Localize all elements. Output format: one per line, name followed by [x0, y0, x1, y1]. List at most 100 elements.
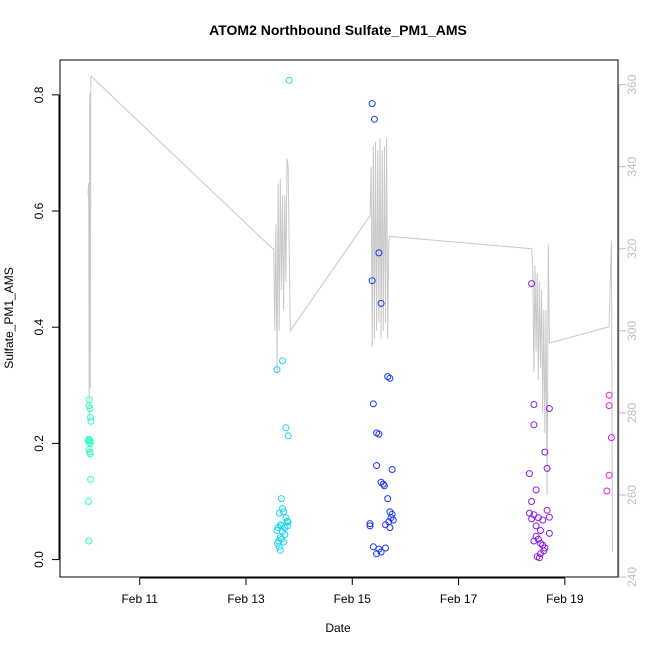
- data-point-series-3: [368, 100, 376, 108]
- y2-tick-label: 280: [625, 403, 639, 423]
- data-point-series-1: [86, 413, 94, 421]
- data-point-series-4: [545, 529, 553, 537]
- y-axis-label: Sulfate_PM1_AMS: [2, 267, 16, 368]
- data-point-series-4: [528, 280, 536, 288]
- y2-tick-label: 360: [625, 74, 639, 94]
- data-point-series-3: [370, 115, 378, 123]
- data-point-series-4: [545, 405, 553, 412]
- data-point-series-5: [607, 434, 615, 442]
- data-point-series-3: [369, 400, 377, 408]
- data-point-series-2: [277, 495, 285, 503]
- data-point-series-4: [535, 554, 543, 562]
- data-point-series-2: [276, 546, 284, 554]
- data-point-series-5: [605, 402, 613, 410]
- data-point-series-2: [285, 76, 293, 84]
- line-layer: [87, 75, 613, 553]
- data-point-series-2: [279, 357, 286, 365]
- data-point-series-2: [280, 508, 288, 516]
- data-point-series-4: [539, 516, 547, 524]
- data-point-series-2: [284, 522, 291, 530]
- data-point-series-3: [373, 550, 381, 558]
- data-point-series-2: [275, 509, 283, 517]
- y2-tick-label: 320: [625, 238, 639, 258]
- data-point-series-1: [87, 475, 95, 483]
- data-point-series-3: [388, 466, 396, 473]
- data-point-series-4: [537, 527, 544, 534]
- data-point-series-2: [280, 538, 288, 546]
- data-point-series-1: [86, 450, 94, 458]
- x-axis-label: Date: [325, 621, 351, 635]
- data-point-series-3: [386, 374, 394, 382]
- data-point-series-3: [384, 373, 392, 381]
- y-tick-label: 0.6: [32, 202, 46, 219]
- plot-frame: [59, 59, 619, 578]
- data-point-series-3: [384, 495, 392, 503]
- data-point-series-5: [603, 487, 611, 495]
- data-point-series-2: [276, 534, 284, 541]
- data-point-series-4: [530, 401, 538, 408]
- data-point-series-4: [541, 448, 549, 456]
- data-point-series-4: [528, 515, 536, 523]
- data-point-series-2: [282, 424, 290, 432]
- data-point-series-4: [525, 470, 533, 478]
- data-point-series-4: [543, 506, 551, 514]
- data-point-series-4: [530, 537, 538, 545]
- data-point-series-3: [379, 480, 387, 488]
- data-point-series-4: [532, 486, 540, 494]
- data-point-series-3: [368, 277, 376, 285]
- data-point-series-3: [386, 524, 394, 532]
- right-axis-line: [87, 75, 613, 553]
- x-tick-label: Feb 15: [334, 592, 372, 606]
- data-point-series-3: [377, 548, 385, 556]
- x-tick-label: Feb 11: [121, 592, 158, 606]
- x-tick-label: Feb 13: [227, 592, 265, 606]
- x-tick-label: Feb 19: [546, 592, 584, 606]
- data-point-series-3: [389, 516, 397, 524]
- y2-axis: 240 260 280 300 320 340 360: [618, 74, 639, 587]
- data-point-series-1: [85, 445, 93, 453]
- data-point-series-1: [85, 537, 93, 545]
- y-axis: 0.0 0.2 0.4 0.6 0.8: [32, 86, 60, 568]
- data-point-series-3: [375, 430, 383, 438]
- y2-tick-label: 300: [625, 320, 639, 340]
- y2-tick-label: 260: [625, 485, 639, 505]
- data-point-series-4: [525, 509, 533, 517]
- data-point-series-2: [282, 514, 290, 522]
- data-point-series-2: [273, 366, 281, 374]
- data-point-series-3: [382, 544, 389, 552]
- y2-tick-label: 340: [625, 156, 639, 176]
- y2-tick-label: 240: [625, 567, 639, 587]
- data-point-series-4: [530, 421, 538, 429]
- data-point-series-4: [543, 464, 551, 472]
- data-point-series-3: [380, 482, 388, 490]
- data-point-series-5: [605, 391, 613, 399]
- data-point-series-1: [87, 417, 95, 425]
- points-layer: [84, 76, 615, 562]
- data-point-series-4: [537, 539, 544, 547]
- data-point-series-3: [373, 462, 381, 469]
- chart-title: ATOM2 Northbound Sulfate_PM1_AMS: [209, 22, 467, 38]
- data-point-series-5: [605, 471, 613, 479]
- data-point-series-3: [366, 520, 374, 528]
- data-point-series-3: [377, 299, 385, 307]
- data-point-series-4: [534, 535, 542, 543]
- x-axis: Feb 11 Feb 13 Feb 15 Feb 17 Feb 19: [121, 577, 584, 606]
- data-point-series-3: [387, 514, 395, 522]
- y-tick-label: 0.2: [32, 435, 46, 452]
- data-point-series-2: [284, 518, 292, 526]
- y-tick-label: 0.4: [32, 319, 46, 336]
- x-tick-label: Feb 17: [440, 592, 478, 606]
- y-tick-label: 0.0: [32, 551, 46, 568]
- data-point-series-3: [366, 522, 374, 530]
- data-point-series-1: [86, 437, 94, 444]
- data-point-series-2: [279, 505, 286, 512]
- data-point-series-3: [369, 543, 377, 551]
- data-point-series-1: [86, 405, 94, 412]
- data-point-series-1: [85, 435, 93, 443]
- data-point-series-4: [532, 522, 540, 530]
- data-point-series-2: [275, 543, 283, 551]
- data-point-series-4: [528, 498, 536, 505]
- data-point-series-4: [545, 513, 553, 521]
- data-point-series-1: [84, 498, 92, 505]
